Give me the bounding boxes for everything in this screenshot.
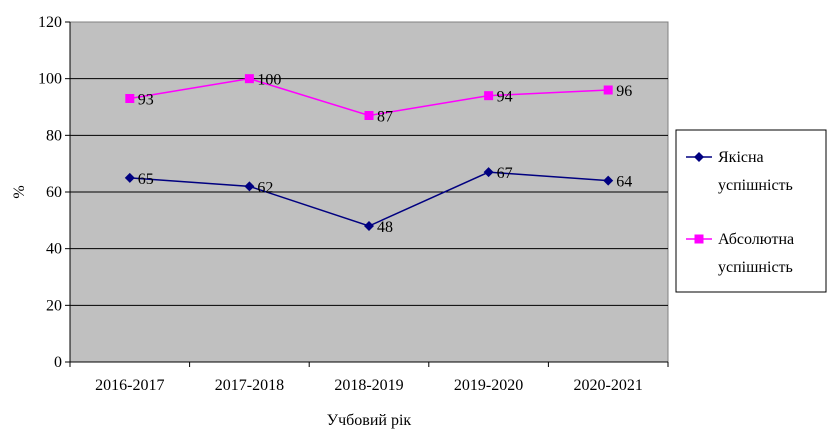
- data-label: 65: [138, 171, 154, 188]
- data-label: 62: [257, 179, 273, 196]
- y-tick-label: 120: [38, 14, 62, 31]
- data-labels: 65 62 48 67 64 93 100 87 94 96: [138, 72, 632, 236]
- x-tick-label: 2016-2017: [95, 377, 164, 394]
- data-point: [483, 167, 494, 178]
- x-tick-label: 2018-2019: [334, 377, 403, 394]
- x-tick-label: 2017-2018: [215, 377, 284, 394]
- legend-entry-text: успішність: [718, 177, 793, 194]
- data-point: [244, 181, 255, 192]
- y-axis-title: %: [11, 185, 28, 198]
- data-label: 64: [616, 174, 632, 191]
- legend-marker: [694, 152, 704, 162]
- data-label: 93: [138, 92, 154, 109]
- x-tick-label: 2019-2020: [454, 377, 523, 394]
- x-axis-ticks: 2016-2017 2017-2018 2018-2019 2019-2020 2020…: [69, 362, 669, 394]
- x-axis-title: Учбовий рік: [327, 412, 412, 429]
- data-label: 100: [257, 72, 281, 89]
- data-label: 67: [497, 165, 513, 182]
- legend-entry-text: успішність: [718, 259, 793, 276]
- series-markers: [124, 74, 614, 231]
- data-point: [364, 221, 374, 231]
- data-point: [484, 91, 494, 101]
- legend-entry-text: Абсолютна: [718, 231, 794, 248]
- y-tick-label: 100: [38, 71, 62, 88]
- data-point: [124, 172, 135, 183]
- data-label: 96: [616, 83, 632, 100]
- y-tick-label: 40: [46, 241, 62, 258]
- y-tick-label: 60: [46, 184, 62, 201]
- y-tick-label: 20: [46, 297, 62, 314]
- legend: Якісна успішність Абсолютна успішність: [675, 129, 827, 293]
- data-point: [603, 175, 614, 186]
- legend-marker: [694, 234, 704, 244]
- data-point: [364, 111, 374, 120]
- data-label: 94: [497, 89, 513, 106]
- x-tick-label: 2020-2021: [574, 377, 643, 394]
- data-point: [244, 74, 254, 84]
- data-point: [125, 94, 135, 103]
- data-label: 87: [377, 109, 393, 126]
- data-point: [603, 85, 613, 95]
- data-label: 48: [377, 219, 393, 236]
- y-tick-label: 80: [46, 127, 62, 144]
- y-axis-ticks: 0 20 40 60 80 100 120: [38, 14, 70, 371]
- legend-entry-text: Якісна: [718, 149, 764, 166]
- y-tick-label: 0: [54, 354, 62, 371]
